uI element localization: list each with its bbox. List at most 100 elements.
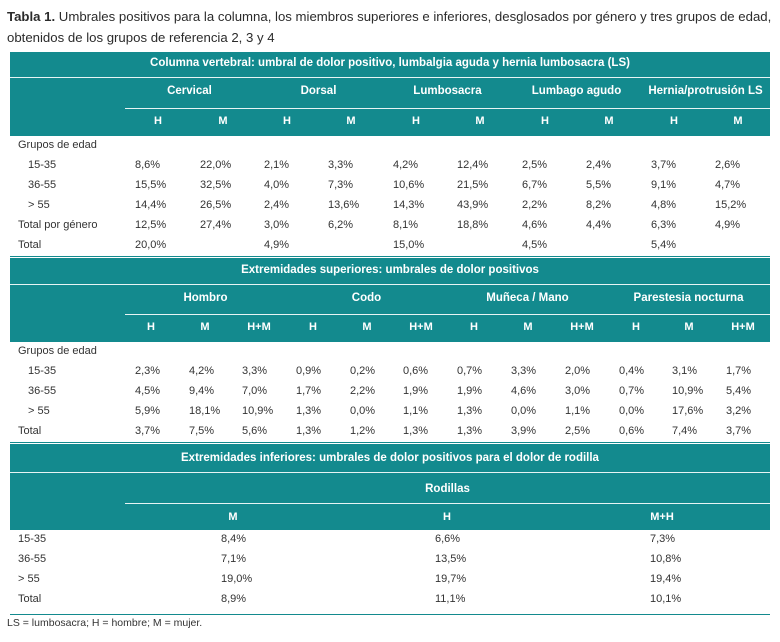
table-cell: 2,0%	[565, 365, 591, 377]
row-label: 36-55	[18, 553, 47, 565]
table-cell: 4,9%	[715, 219, 741, 231]
table-cell: 26,5%	[200, 199, 232, 211]
table-cell: 18,8%	[457, 219, 489, 231]
table-cell: 0,7%	[619, 385, 645, 397]
table-cell: 2,2%	[522, 199, 548, 211]
spine-sub-header: H	[412, 115, 420, 127]
table-row: 15-35 2,3% 4,2% 3,3% 0,9% 0,2% 0,6% 0,7% 3,3% 2,0…	[10, 362, 770, 382]
table-cell: 15,0%	[393, 239, 425, 251]
table-cell: 4,2%	[393, 159, 419, 171]
table-cell: 13,6%	[328, 199, 360, 211]
lower-limbs-table-body: 15-35 8,4% 6,6% 7,3% 36-55 7,1% 13,5% 10,8% > 55…	[10, 530, 770, 614]
table-cell: 4,2%	[189, 365, 215, 377]
table-cell: 0,9%	[296, 365, 322, 377]
upper-limbs-sub-header: H+M	[731, 321, 755, 333]
table-row: 15-35 8,4% 6,6% 7,3%	[10, 530, 770, 550]
table-cell: 4,5%	[135, 385, 161, 397]
table-cell: 7,4%	[672, 425, 698, 437]
spine-group-header: Lumbago agudo	[531, 85, 622, 97]
table-row: 36-55 7,1% 13,5% 10,8%	[10, 550, 770, 570]
upper-limbs-group-header: Hombro	[183, 292, 228, 304]
spine-sub-header: H	[283, 115, 291, 127]
table-cell: 1,9%	[403, 385, 429, 397]
upper-limbs-header-band: Extremidades superiores: umbrales de dol…	[10, 258, 770, 342]
spine-table-body: Grupos de edad 15-35 8,6% 22,0% 2,1% 3,3% 4,2%…	[10, 136, 770, 256]
table-cell: 18,1%	[189, 405, 221, 417]
upper-limbs-sub-header: H	[309, 321, 317, 333]
table-cell: 7,0%	[242, 385, 268, 397]
upper-limbs-sub-header: M	[684, 321, 694, 333]
knees-sub-header: M	[228, 511, 238, 523]
table-row: > 55 14,4% 26,5% 2,4% 13,6% 14,3% 43,9% 2,2% 8,2…	[10, 196, 770, 216]
table-cell: 2,6%	[715, 159, 741, 171]
upper-limbs-sub-header: H	[470, 321, 478, 333]
row-label: Total	[18, 425, 42, 437]
table-cell: 10,8%	[650, 553, 682, 565]
table-cell: 13,5%	[435, 553, 467, 565]
table-cell: 8,9%	[221, 593, 247, 605]
table-cell: 14,3%	[393, 199, 425, 211]
table-cell: 8,4%	[221, 533, 247, 545]
knees-group-header: Rodillas	[425, 483, 470, 495]
table-cell: 7,3%	[650, 533, 676, 545]
spine-group-header: Hernia/protrusión LS	[648, 85, 763, 97]
table-cell: 1,3%	[457, 405, 483, 417]
table-cell: 1,7%	[726, 365, 752, 377]
table-cell: 1,7%	[296, 385, 322, 397]
upper-limbs-sub-header: H+M	[247, 321, 271, 333]
row-label: > 55	[28, 405, 50, 417]
upper-limbs-sub-header: H+M	[570, 321, 594, 333]
spine-sub-header: M	[733, 115, 743, 127]
table-cell: 3,9%	[511, 425, 537, 437]
table-cell: 2,1%	[264, 159, 290, 171]
row-label: 15-35	[18, 533, 47, 545]
table-cell: 4,7%	[715, 179, 741, 191]
table-cell: 2,2%	[350, 385, 376, 397]
table-cell: 4,9%	[264, 239, 290, 251]
table-cell: 2,5%	[522, 159, 548, 171]
table-cell: 7,5%	[189, 425, 215, 437]
table-cell: 3,3%	[242, 365, 268, 377]
divider	[125, 503, 770, 504]
table-cell: 22,0%	[200, 159, 232, 171]
caption-text: Umbrales positivos para la columna, los …	[7, 9, 772, 45]
table-cell: 0,0%	[619, 405, 645, 417]
table-cell: 1,3%	[296, 405, 322, 417]
table-cell: 1,3%	[296, 425, 322, 437]
table-cell: 15,2%	[715, 199, 747, 211]
table-cell: 3,0%	[565, 385, 591, 397]
spine-group-header: Lumbosacra	[413, 85, 482, 97]
caption-label: Tabla 1.	[7, 9, 56, 24]
divider	[10, 284, 770, 285]
table-cell: 17,6%	[672, 405, 704, 417]
row-label: 15-35	[28, 365, 57, 377]
table-cell: 2,3%	[135, 365, 161, 377]
table-cell: 15,5%	[135, 179, 167, 191]
upper-limbs-table-title: Extremidades superiores: umbrales de dol…	[241, 264, 539, 276]
table-cell: 3,7%	[651, 159, 677, 171]
table-cell: 3,1%	[672, 365, 698, 377]
table-cell: 8,2%	[586, 199, 612, 211]
table-row: Total 8,9% 11,1% 10,1%	[10, 590, 770, 610]
table-cell: 2,4%	[586, 159, 612, 171]
table-cell: 5,4%	[726, 385, 752, 397]
divider	[10, 472, 770, 473]
row-label: > 55	[28, 199, 50, 211]
knees-sub-header: H	[443, 511, 451, 523]
table-cell: 32,5%	[200, 179, 232, 191]
table-cell: 3,2%	[726, 405, 752, 417]
table-cell: 0,6%	[403, 365, 429, 377]
divider	[125, 108, 770, 109]
upper-limbs-sub-header: M	[523, 321, 533, 333]
table-cell: 4,5%	[522, 239, 548, 251]
table-bottom-rule	[10, 614, 770, 615]
table-cell: 3,7%	[726, 425, 752, 437]
table-row: 36-55 15,5% 32,5% 4,0% 7,3% 10,6% 21,5% 6,7% 5,5…	[10, 176, 770, 196]
table-cell: 9,1%	[651, 179, 677, 191]
table-cell: 4,8%	[651, 199, 677, 211]
upper-limbs-sub-header: H+M	[409, 321, 433, 333]
upper-limbs-group-header: Codo	[351, 292, 382, 304]
spine-sub-header: M	[604, 115, 614, 127]
table-cell: 4,4%	[586, 219, 612, 231]
